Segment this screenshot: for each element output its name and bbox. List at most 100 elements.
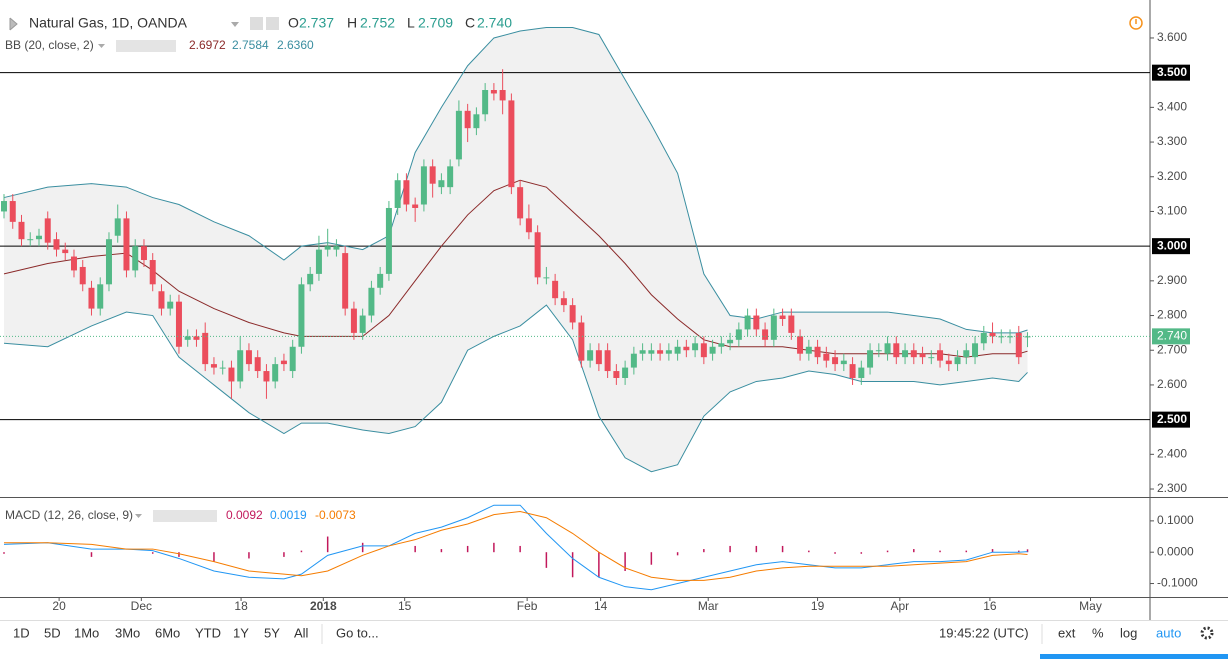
candle-body: [53, 239, 60, 250]
candle-body: [989, 332, 996, 337]
candle-body: [394, 180, 401, 208]
open-value: 2.737: [299, 15, 334, 31]
candle-body: [158, 291, 165, 309]
hline-label: 3.000: [1157, 238, 1187, 252]
candle-body: [674, 346, 681, 354]
candle-body: [919, 353, 926, 358]
candle-body: [683, 346, 690, 351]
candle-body: [307, 273, 314, 285]
candle-body: [893, 343, 900, 358]
candle-body: [175, 301, 182, 347]
candle-body: [744, 315, 751, 330]
candle-body: [27, 239, 34, 241]
candle-body: [884, 343, 891, 354]
dropdown-icon[interactable]: [231, 22, 239, 27]
macd-label[interactable]: MACD (12, 26, close, 9): [5, 508, 133, 522]
chart-option[interactable]: auto: [1156, 625, 1181, 640]
x-tick-label: Apr: [890, 599, 909, 613]
candle-body: [840, 360, 847, 365]
x-tick-label: May: [1079, 599, 1102, 613]
dropdown-icon[interactable]: [135, 514, 142, 518]
candle-body: [657, 350, 664, 354]
x-tick-label: 20: [52, 599, 66, 613]
candle-body: [62, 249, 69, 254]
candle-body: [315, 249, 322, 274]
icon[interactable]: [266, 17, 279, 30]
candle-body: [700, 343, 707, 358]
x-tick-label: Mar: [698, 599, 719, 613]
candle-body: [1015, 332, 1022, 358]
close-label: C: [465, 15, 475, 31]
alert-icon[interactable]: [1129, 16, 1143, 30]
candle-body: [438, 180, 445, 188]
y-tick-label: 0.1000: [1157, 513, 1194, 527]
dropdown-icon[interactable]: [98, 44, 105, 48]
candle-body: [832, 357, 839, 365]
period-button[interactable]: 6Mo: [155, 625, 180, 640]
overlay: Natural Gas, 1D, OANDA O 2.737 H 2.752 L…: [5, 15, 1228, 659]
x-tick-label: Dec: [131, 599, 152, 613]
period-button[interactable]: All: [294, 625, 309, 640]
candle-body: [18, 221, 25, 240]
x-tick-label: 14: [594, 599, 608, 613]
period-button[interactable]: 1Y: [233, 625, 249, 640]
period-button[interactable]: 3Mo: [115, 625, 140, 640]
y-tick-label: 3.100: [1157, 204, 1187, 218]
candle-body: [342, 253, 349, 309]
period-button[interactable]: 5Y: [264, 625, 280, 640]
last-price-label: 2.740: [1157, 329, 1187, 343]
candle-body: [849, 364, 856, 378]
candle-body: [788, 315, 795, 333]
high-value: 2.752: [360, 15, 395, 31]
candle-body: [420, 166, 427, 205]
indicator-icons[interactable]: [116, 40, 176, 52]
candle-body: [429, 166, 436, 184]
candle-body: [210, 364, 217, 368]
x-tick-label: 18: [234, 599, 248, 613]
y-tick-label: 2.600: [1157, 377, 1187, 391]
candle-body: [105, 239, 112, 285]
candle-body: [604, 350, 611, 372]
candle-body: [193, 336, 200, 340]
candle-body: [455, 110, 462, 160]
bottom-bar: [1040, 654, 1228, 659]
candle-body: [1007, 336, 1014, 338]
candle-body: [587, 350, 594, 361]
candle-body: [298, 284, 305, 347]
open-label: O: [288, 15, 299, 31]
candle-body: [219, 367, 226, 369]
period-button[interactable]: 1D: [13, 625, 30, 640]
hline-label: 3.500: [1157, 65, 1187, 79]
candle-body: [534, 232, 541, 278]
candle-body: [272, 364, 279, 382]
y-tick-label: 3.600: [1157, 30, 1187, 44]
goto-button[interactable]: Go to...: [336, 625, 379, 640]
candle-body: [805, 346, 812, 354]
candle-body: [937, 350, 944, 361]
symbol-title[interactable]: Natural Gas, 1D, OANDA: [29, 15, 188, 31]
bb-label[interactable]: BB (20, close, 2): [5, 38, 94, 52]
candle-body: [35, 235, 42, 240]
y-tick-label: 2.700: [1157, 342, 1187, 356]
period-button[interactable]: YTD: [195, 625, 221, 640]
candle-body: [412, 204, 419, 208]
candle-body: [867, 350, 874, 368]
period-button[interactable]: 1Mo: [74, 625, 99, 640]
settings-icon[interactable]: [1200, 626, 1214, 640]
period-button[interactable]: 5D: [44, 625, 61, 640]
indicator-icons[interactable]: [153, 510, 217, 522]
candle-body: [945, 360, 952, 365]
candle-body: [823, 353, 830, 361]
candle-body: [333, 246, 340, 250]
candle-body: [928, 357, 935, 359]
chart-option[interactable]: %: [1092, 625, 1104, 640]
bb-mid-value: 2.6972: [189, 38, 226, 52]
chart-option[interactable]: ext: [1058, 625, 1076, 640]
chart-option[interactable]: log: [1120, 625, 1137, 640]
candle-body: [797, 336, 804, 354]
candle-body: [972, 343, 979, 358]
candle-body: [167, 301, 174, 309]
candle-body: [508, 100, 515, 188]
icon[interactable]: [250, 17, 263, 30]
candle-body: [613, 371, 620, 378]
